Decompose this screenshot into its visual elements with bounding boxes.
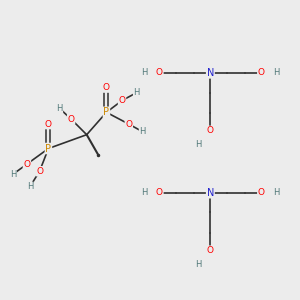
Text: O: O	[258, 188, 265, 197]
Text: P: P	[45, 143, 51, 154]
Text: N: N	[207, 68, 214, 78]
Text: P: P	[103, 107, 109, 117]
Text: H: H	[273, 68, 279, 77]
Text: O: O	[258, 68, 265, 77]
Text: H: H	[142, 68, 148, 77]
Text: O: O	[23, 160, 30, 169]
Text: O: O	[156, 188, 163, 197]
Text: O: O	[118, 96, 125, 105]
Text: O: O	[45, 120, 52, 129]
Text: H: H	[56, 104, 62, 113]
Text: H: H	[195, 140, 202, 149]
Text: O: O	[156, 68, 163, 77]
Text: O: O	[103, 83, 110, 92]
Text: H: H	[10, 169, 16, 178]
Text: H: H	[134, 88, 140, 97]
Text: O: O	[125, 120, 132, 129]
Text: H: H	[140, 127, 146, 136]
Text: O: O	[207, 126, 214, 135]
Text: O: O	[68, 115, 75, 124]
Text: H: H	[273, 188, 279, 197]
Text: H: H	[142, 188, 148, 197]
Text: N: N	[207, 188, 214, 198]
Text: O: O	[36, 167, 43, 176]
Text: H: H	[195, 260, 202, 269]
Text: H: H	[27, 182, 33, 191]
Text: O: O	[207, 246, 214, 255]
